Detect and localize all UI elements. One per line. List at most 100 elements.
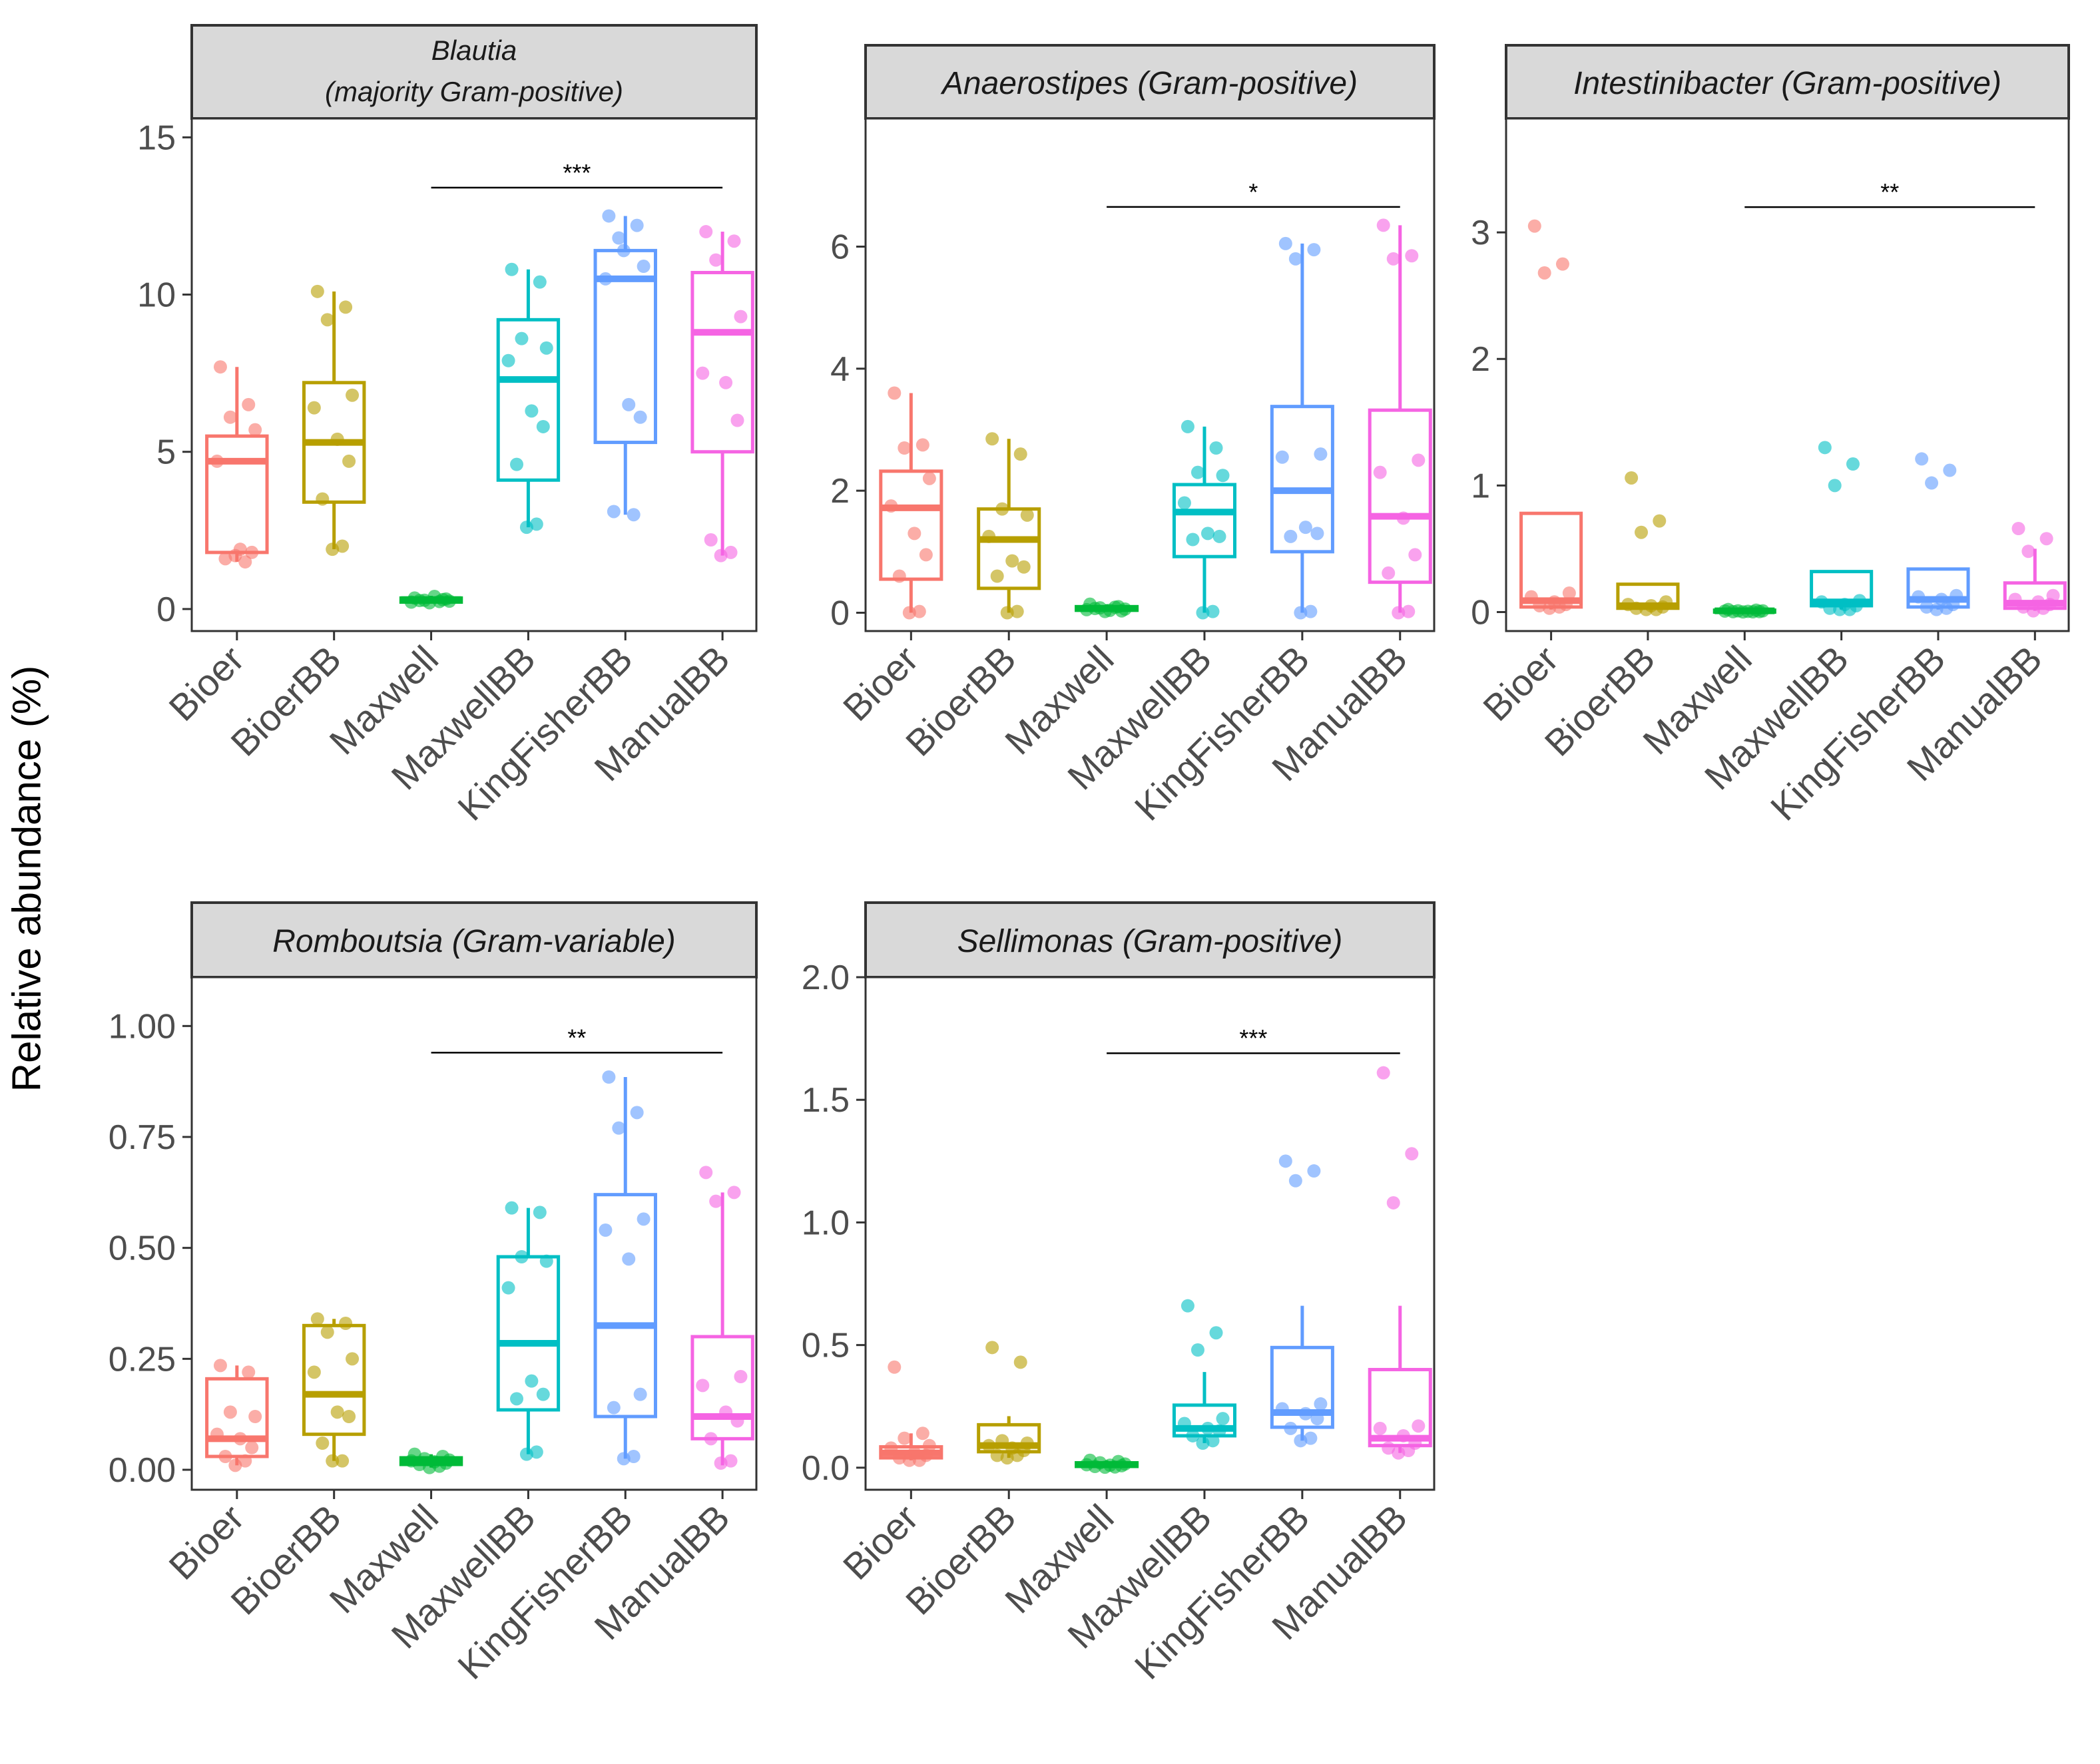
y-tick-label: 15	[137, 118, 176, 157]
data-point	[1307, 1164, 1321, 1178]
data-point	[912, 604, 926, 618]
data-point	[423, 596, 437, 610]
data-point	[1653, 514, 1667, 528]
data-point	[310, 1312, 324, 1326]
data-point	[1629, 601, 1643, 615]
y-tick-label: 6	[830, 228, 850, 267]
x-tick-label: KingFisherBB	[1127, 638, 1318, 829]
data-point	[1943, 463, 1957, 477]
facet-title: Intestinibacter (Gram-positive)	[1573, 66, 2001, 101]
data-point	[1288, 252, 1302, 266]
y-tick-label: 2	[830, 472, 850, 511]
data-point	[1726, 604, 1740, 618]
data-point	[633, 410, 647, 424]
data-point	[982, 529, 996, 543]
data-point	[515, 331, 529, 345]
data-point	[510, 457, 524, 471]
data-point	[1196, 606, 1210, 620]
plot-panel	[190, 976, 758, 1491]
data-point	[704, 533, 718, 547]
data-point	[339, 1317, 353, 1330]
data-point	[607, 505, 621, 519]
data-point	[1288, 1174, 1302, 1188]
data-point	[1314, 1397, 1328, 1411]
data-point	[213, 360, 227, 374]
data-point	[1186, 533, 1200, 547]
data-point	[1304, 604, 1318, 618]
data-point	[1562, 586, 1576, 600]
y-tick-label: 4	[830, 350, 850, 389]
data-point	[1000, 606, 1014, 620]
data-point	[501, 353, 515, 367]
x-tick-label: BioerBB	[898, 638, 1024, 764]
data-point	[1402, 604, 1416, 618]
data-point	[218, 1450, 232, 1463]
data-point	[1373, 1421, 1387, 1435]
data-point	[1376, 218, 1390, 232]
data-point	[607, 1401, 621, 1415]
data-point	[432, 594, 446, 608]
data-point	[1412, 1419, 1426, 1433]
data-point	[505, 1201, 519, 1215]
significance-label: *	[1248, 178, 1258, 206]
data-point	[423, 1460, 437, 1474]
data-point	[1275, 1402, 1289, 1416]
data-point	[892, 569, 906, 583]
data-point	[1294, 606, 1308, 620]
data-point	[627, 1450, 641, 1463]
data-point	[316, 492, 330, 506]
data-point	[1284, 1421, 1298, 1435]
data-point	[248, 1410, 262, 1423]
data-point	[1181, 419, 1194, 433]
data-point	[719, 1405, 733, 1419]
y-tick-label: 1	[1471, 467, 1490, 505]
x-tick-label: KingFisherBB	[1127, 1496, 1318, 1687]
y-tick-label: 0.25	[109, 1340, 176, 1379]
data-point	[1310, 1412, 1324, 1426]
data-point	[1088, 1460, 1102, 1473]
y-tick-label: 0	[1471, 593, 1490, 632]
data-point	[617, 244, 631, 258]
data-point	[1386, 252, 1400, 266]
x-tick-label: Bioer	[835, 638, 926, 729]
data-point	[919, 548, 933, 562]
data-point	[1925, 476, 1939, 490]
data-point	[1912, 590, 1926, 604]
data-point	[990, 569, 1004, 583]
data-point	[1098, 1460, 1112, 1474]
facet-strip	[190, 901, 758, 979]
data-point	[233, 1432, 247, 1446]
significance-label: **	[567, 1024, 586, 1051]
data-point	[1209, 441, 1223, 455]
data-point	[599, 1223, 613, 1237]
data-point	[342, 454, 356, 468]
y-tick-label: 1.5	[802, 1081, 850, 1120]
data-point	[1000, 1451, 1014, 1465]
data-point	[888, 1360, 902, 1374]
y-tick-label: 2.0	[802, 959, 850, 997]
data-point	[1177, 496, 1191, 510]
data-point	[245, 1440, 259, 1454]
data-point	[1206, 1434, 1220, 1448]
data-point	[519, 1447, 533, 1461]
data-point	[1405, 249, 1419, 263]
data-point	[696, 1379, 710, 1393]
data-point	[1190, 1343, 1204, 1357]
data-point	[336, 1454, 350, 1468]
data-point	[342, 1410, 356, 1423]
data-point	[501, 1281, 515, 1295]
data-point	[898, 441, 912, 455]
facet-title-line: Blautia	[431, 35, 517, 66]
data-point	[1017, 560, 1031, 574]
data-point	[922, 471, 936, 485]
data-point	[699, 1166, 713, 1180]
significance-label: ***	[1239, 1024, 1267, 1052]
data-point	[599, 272, 613, 286]
data-point	[1746, 605, 1760, 619]
data-point	[320, 313, 334, 327]
data-point	[228, 1458, 242, 1472]
facet-strip	[1505, 44, 2070, 120]
data-point	[228, 549, 242, 562]
data-point	[1373, 465, 1387, 479]
data-point	[1010, 1448, 1024, 1462]
